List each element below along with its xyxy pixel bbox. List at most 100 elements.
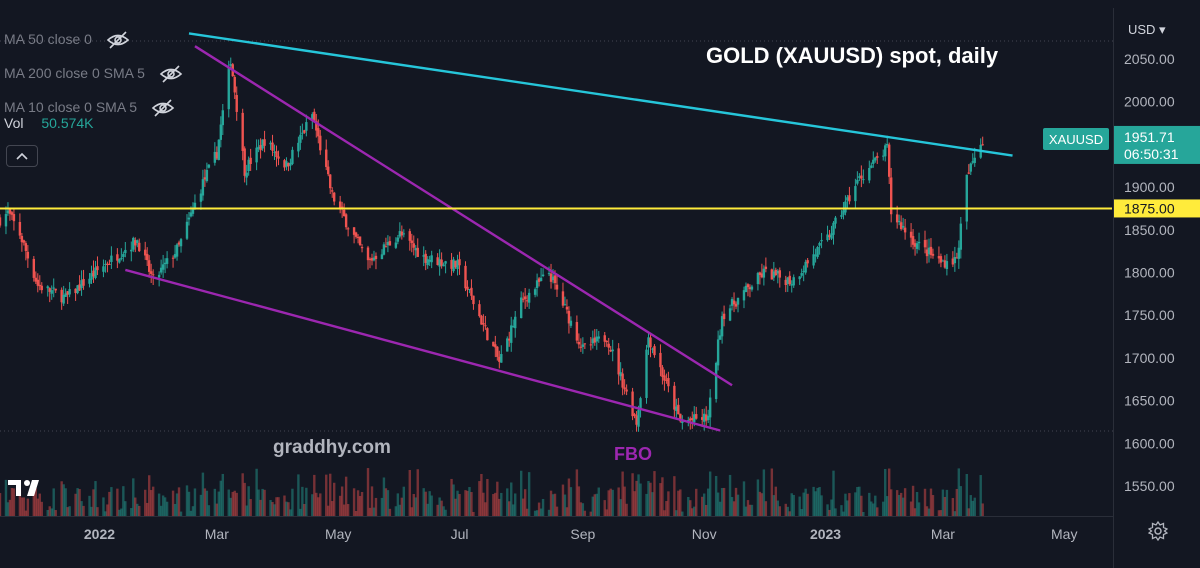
volume-bar bbox=[519, 470, 523, 516]
volume-bar bbox=[637, 474, 640, 516]
last-price-tag bbox=[1114, 125, 1200, 164]
candle-body bbox=[319, 135, 322, 151]
candle-body bbox=[884, 145, 887, 157]
volume-bar bbox=[647, 481, 650, 516]
volume-bar bbox=[611, 489, 614, 516]
currency-selector[interactable]: USD ▾ bbox=[1128, 22, 1166, 37]
candle-body bbox=[285, 161, 288, 167]
gear-icon[interactable] bbox=[1148, 521, 1168, 541]
candle-body bbox=[90, 273, 93, 280]
last-price-label: 1951.71 bbox=[1124, 129, 1175, 145]
volume-bar bbox=[619, 499, 622, 516]
candle-body bbox=[677, 404, 680, 415]
volume-bar bbox=[886, 496, 889, 516]
trendline-resistance[interactable] bbox=[188, 32, 1013, 157]
volume-bar bbox=[730, 497, 734, 516]
volume-bar bbox=[846, 500, 849, 516]
candle-body bbox=[661, 367, 664, 377]
volume-bar bbox=[165, 501, 169, 516]
candle-body bbox=[770, 269, 774, 280]
candle-body bbox=[748, 287, 752, 290]
candle-body bbox=[303, 130, 306, 133]
volume-bar bbox=[533, 510, 537, 516]
countdown-label: 06:50:31 bbox=[1124, 146, 1179, 162]
volume-bar bbox=[937, 510, 941, 516]
volume-bar bbox=[120, 508, 123, 516]
candle-body bbox=[273, 151, 276, 153]
candle-body bbox=[533, 289, 537, 295]
volume-bar bbox=[315, 492, 318, 516]
volume-bar bbox=[332, 482, 336, 516]
candle-body bbox=[80, 280, 83, 289]
candle-body bbox=[261, 139, 264, 149]
candle-body bbox=[412, 243, 415, 248]
volume-bar bbox=[945, 489, 949, 516]
volume-bar bbox=[52, 488, 55, 516]
volume-bar bbox=[191, 506, 195, 516]
candle-body bbox=[635, 415, 638, 425]
volume-bar bbox=[953, 511, 957, 516]
candle-body bbox=[591, 338, 595, 344]
candle-body bbox=[492, 341, 495, 347]
volume-bar bbox=[12, 488, 16, 516]
candle-body bbox=[215, 152, 219, 159]
candle-body bbox=[289, 162, 292, 166]
candle-body bbox=[617, 348, 620, 375]
volume-bar bbox=[969, 495, 972, 516]
tradingview-logo-icon[interactable] bbox=[8, 478, 46, 498]
volume-bar bbox=[609, 488, 612, 516]
candle-body bbox=[96, 266, 99, 271]
volume-bar bbox=[163, 497, 167, 516]
volume-bar bbox=[54, 510, 57, 516]
candle-body bbox=[589, 344, 593, 346]
candle-body bbox=[872, 159, 875, 164]
volume-bar bbox=[366, 468, 370, 516]
candle-body bbox=[102, 266, 105, 272]
eye-off-icon[interactable] bbox=[159, 65, 183, 83]
volume-bar bbox=[78, 489, 81, 516]
candle-body bbox=[595, 336, 598, 342]
candle-body bbox=[464, 265, 467, 289]
volume-bar bbox=[814, 491, 817, 516]
volume-bar bbox=[227, 489, 230, 516]
candle-body bbox=[329, 174, 332, 189]
volume-bar bbox=[888, 468, 891, 516]
candle-body bbox=[653, 346, 656, 356]
candle-body bbox=[772, 271, 776, 278]
volume-bar bbox=[695, 488, 698, 516]
legend-volume[interactable]: Vol 50.574K bbox=[4, 115, 94, 131]
legend-ma50[interactable]: MA 50 close 0 bbox=[4, 22, 183, 56]
volume-bar bbox=[844, 493, 847, 516]
volume-bar bbox=[157, 493, 161, 516]
volume-bar bbox=[48, 506, 51, 516]
volume-bar bbox=[498, 498, 501, 516]
volume-bar bbox=[482, 492, 485, 516]
volume-bar bbox=[951, 498, 955, 516]
volume-bar bbox=[80, 501, 83, 516]
legend-ma200[interactable]: MA 200 close 0 SMA 5 bbox=[4, 56, 183, 90]
volume-bar bbox=[46, 509, 49, 516]
candle-body bbox=[860, 175, 863, 179]
legend-collapse-button[interactable] bbox=[6, 145, 38, 167]
candle-body bbox=[456, 260, 459, 270]
volume-bar bbox=[862, 511, 865, 516]
volume-bar bbox=[426, 503, 429, 516]
volume-bar bbox=[854, 492, 857, 516]
eye-off-icon[interactable] bbox=[106, 31, 130, 49]
chevron-up-icon bbox=[16, 152, 28, 160]
candle-body bbox=[722, 313, 726, 320]
volume-value: 50.574K bbox=[41, 115, 94, 131]
volume-bar bbox=[26, 498, 30, 516]
candle-body bbox=[422, 255, 425, 257]
eye-off-icon[interactable] bbox=[151, 99, 175, 117]
volume-bar bbox=[806, 493, 809, 516]
candle-body bbox=[778, 270, 781, 278]
volume-bar bbox=[553, 493, 557, 516]
candle-body bbox=[233, 77, 236, 93]
legend-ma10[interactable]: MA 10 close 0 SMA 5 bbox=[4, 90, 183, 124]
trendline-wedge-upper[interactable] bbox=[194, 45, 733, 387]
volume-bar bbox=[62, 484, 65, 516]
candle-body bbox=[271, 142, 274, 151]
trendline-wedge-lower[interactable] bbox=[125, 268, 721, 432]
